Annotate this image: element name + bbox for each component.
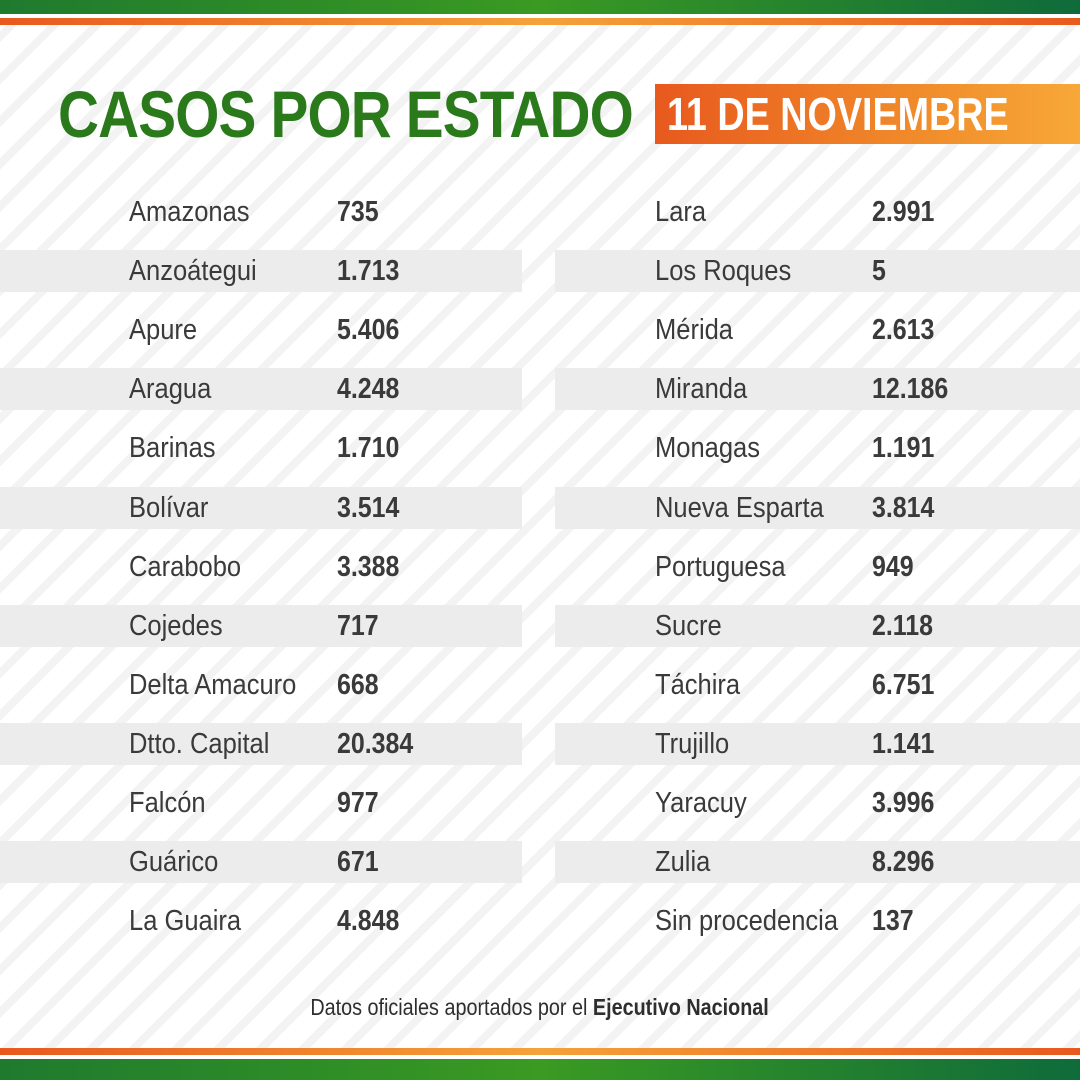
table-row-band bbox=[555, 723, 1080, 765]
state-name: Zulia bbox=[655, 846, 711, 878]
table-row-band bbox=[555, 841, 1080, 883]
table-row-band bbox=[0, 723, 522, 765]
state-name: Táchira bbox=[655, 669, 741, 701]
case-count: 3.388 bbox=[337, 551, 400, 583]
case-count: 137 bbox=[872, 905, 914, 937]
case-count: 949 bbox=[872, 551, 914, 583]
state-name: Lara bbox=[655, 196, 707, 228]
date-label: 11 DE NOVIEMBRE bbox=[667, 88, 1009, 140]
state-name: Barinas bbox=[129, 432, 216, 464]
state-name: Guárico bbox=[129, 846, 219, 878]
state-name: Mérida bbox=[655, 314, 734, 346]
case-count: 20.384 bbox=[337, 728, 414, 760]
table-row-band bbox=[0, 368, 522, 410]
case-count: 3.814 bbox=[872, 492, 935, 524]
state-name: Apure bbox=[129, 314, 198, 346]
state-name: Aragua bbox=[129, 373, 212, 405]
state-name: Sin procedencia bbox=[655, 905, 839, 937]
bottom-bar-gap bbox=[0, 1055, 1080, 1059]
case-count: 4.848 bbox=[337, 905, 400, 937]
case-count: 671 bbox=[337, 846, 379, 878]
top-green-bar bbox=[0, 0, 1080, 14]
bottom-orange-bar bbox=[0, 1048, 1080, 1055]
case-count: 3.996 bbox=[872, 787, 935, 819]
case-count: 1.141 bbox=[872, 728, 935, 760]
date-badge: 11 DE NOVIEMBRE bbox=[655, 84, 1080, 144]
case-count: 5 bbox=[872, 255, 886, 287]
case-count: 2.991 bbox=[872, 196, 935, 228]
case-count: 6.751 bbox=[872, 669, 935, 701]
table-row-band bbox=[0, 250, 522, 292]
case-count: 735 bbox=[337, 196, 379, 228]
table-row-band bbox=[555, 250, 1080, 292]
table-row-band bbox=[0, 605, 522, 647]
case-count: 668 bbox=[337, 669, 379, 701]
footer-credit: Datos oficiales aportados por el Ejecuti… bbox=[0, 994, 1080, 1021]
state-name: Amazonas bbox=[129, 196, 250, 228]
state-name: Sucre bbox=[655, 610, 722, 642]
page-title: CASOS POR ESTADO bbox=[58, 77, 634, 151]
case-count: 8.296 bbox=[872, 846, 935, 878]
state-name: Falcón bbox=[129, 787, 206, 819]
state-name: Yaracuy bbox=[655, 787, 747, 819]
case-count: 977 bbox=[337, 787, 379, 819]
footer-source: Ejecutivo Nacional bbox=[593, 994, 770, 1020]
table-row-band bbox=[0, 841, 522, 883]
case-count: 1.191 bbox=[872, 432, 935, 464]
footer-prefix: Datos oficiales aportados por el bbox=[310, 994, 594, 1020]
case-count: 2.118 bbox=[872, 610, 934, 642]
case-count: 12.186 bbox=[872, 373, 949, 405]
case-count: 4.248 bbox=[337, 373, 400, 405]
table-row-band bbox=[555, 605, 1080, 647]
state-name: Carabobo bbox=[129, 551, 242, 583]
state-name: Monagas bbox=[655, 432, 760, 464]
state-name: Anzoátegui bbox=[129, 255, 257, 287]
case-count: 3.514 bbox=[337, 492, 400, 524]
state-name: Nueva Esparta bbox=[655, 492, 824, 524]
case-count: 717 bbox=[337, 610, 379, 642]
state-name: Portuguesa bbox=[655, 551, 786, 583]
table-row-band bbox=[555, 368, 1080, 410]
top-orange-bar bbox=[0, 18, 1080, 25]
case-count: 5.406 bbox=[337, 314, 400, 346]
state-name: Los Roques bbox=[655, 255, 792, 287]
case-count: 2.613 bbox=[872, 314, 935, 346]
state-name: La Guaira bbox=[129, 905, 242, 937]
bottom-green-bar bbox=[0, 1059, 1080, 1080]
state-name: Dtto. Capital bbox=[129, 728, 270, 760]
table-row-band bbox=[0, 487, 522, 529]
state-name: Cojedes bbox=[129, 610, 223, 642]
table-row-band bbox=[555, 487, 1080, 529]
state-name: Trujillo bbox=[655, 728, 730, 760]
state-name: Delta Amacuro bbox=[129, 669, 297, 701]
state-name: Miranda bbox=[655, 373, 748, 405]
case-count: 1.713 bbox=[337, 255, 400, 287]
top-bar-gap bbox=[0, 14, 1080, 18]
case-count: 1.710 bbox=[337, 432, 400, 464]
state-name: Bolívar bbox=[129, 492, 209, 524]
